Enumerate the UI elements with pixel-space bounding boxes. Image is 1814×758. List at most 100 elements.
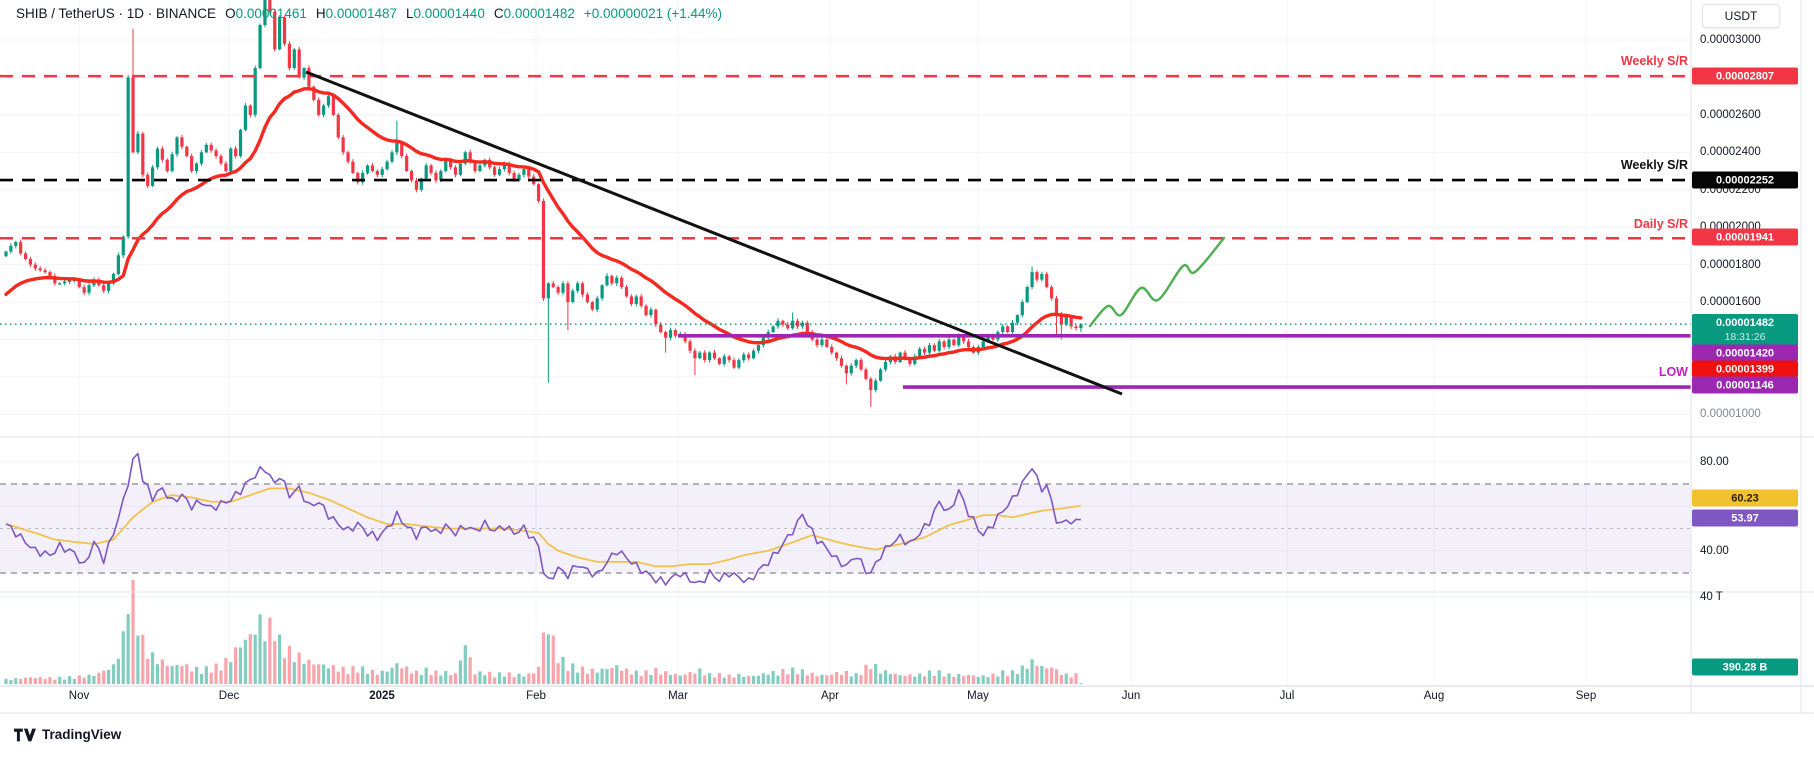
candle-body xyxy=(673,330,677,336)
candle-body xyxy=(712,352,717,359)
price-scale-tick[interactable]: 0.00002400 xyxy=(1700,146,1761,159)
rsi-scale-tick[interactable]: 80.00 xyxy=(1700,455,1729,468)
volume-bar xyxy=(478,671,482,684)
ohlc-value: C0.00001482 xyxy=(493,6,575,21)
time-axis-label[interactable]: Jul xyxy=(1279,690,1295,702)
candle-body xyxy=(561,283,565,293)
volume-bar xyxy=(571,663,575,684)
volume-bar xyxy=(532,673,536,684)
candle-body xyxy=(615,277,619,284)
time-axis-label[interactable]: Mar xyxy=(668,690,688,702)
volume-bar xyxy=(77,675,81,684)
candle-body xyxy=(859,360,863,370)
tradingview-logo[interactable]: TradingView xyxy=(14,727,121,742)
time-axis-label[interactable]: Nov xyxy=(68,690,90,702)
volume-bar xyxy=(180,666,184,684)
volume-bar xyxy=(864,664,868,684)
volume-bar xyxy=(87,674,91,684)
volume-bar xyxy=(786,674,790,684)
candle-body xyxy=(541,200,546,299)
price-scale-tick[interactable]: 0.00001800 xyxy=(1700,258,1761,271)
volume-bar xyxy=(273,641,277,684)
volume-bar xyxy=(849,676,853,684)
volume-bar xyxy=(1045,668,1049,684)
candle-body xyxy=(1069,317,1073,327)
volume-bar xyxy=(629,674,634,684)
candle-body xyxy=(571,290,575,303)
volume-bar xyxy=(58,676,62,684)
candle-body xyxy=(820,339,824,346)
volume-bar xyxy=(439,675,443,684)
rsi-scale-tick[interactable]: 40.00 xyxy=(1700,544,1729,557)
volume-bar xyxy=(204,666,208,684)
volume-bar xyxy=(1010,670,1015,684)
price-scale-tick[interactable]: 0.00003000 xyxy=(1700,34,1761,46)
time-axis-label[interactable]: Sep xyxy=(1575,690,1597,702)
volume-bar xyxy=(595,672,599,684)
candle-body xyxy=(292,49,296,69)
candle-body xyxy=(781,320,785,325)
time-axis-label[interactable]: May xyxy=(967,690,989,702)
candle-body xyxy=(737,360,741,368)
time-axis-label[interactable]: Apr xyxy=(821,690,839,702)
volume-bar xyxy=(1020,665,1024,684)
volume-bar xyxy=(688,672,692,684)
volume-bar xyxy=(1035,666,1039,684)
volume-bar xyxy=(419,674,423,684)
ohlc-value: L0.00001440 xyxy=(405,6,485,21)
price-scale-tick[interactable]: 0.00002600 xyxy=(1700,108,1761,121)
time-axis-label[interactable]: Jun xyxy=(1121,690,1141,702)
change-readout: +0.00000021 (+1.44%) xyxy=(583,6,723,21)
candle-body xyxy=(199,152,204,164)
volume-bar xyxy=(400,668,404,684)
volume-bar xyxy=(19,678,23,684)
volume-bar xyxy=(962,676,966,684)
volume-bar xyxy=(620,670,624,684)
countdown-timer: 18:31:26 xyxy=(1724,331,1766,343)
currency-toggle[interactable]: USDT xyxy=(1702,4,1780,28)
volume-bar xyxy=(365,673,370,684)
volume-bar xyxy=(1015,674,1020,684)
candle-body xyxy=(341,137,345,153)
candle-body xyxy=(160,148,164,160)
candle-body xyxy=(268,0,272,12)
volume-bar xyxy=(414,670,419,684)
volume-scale-tick[interactable]: 40 T xyxy=(1700,590,1723,603)
price-scale-tick[interactable]: 0.00001000 xyxy=(1700,408,1761,421)
volume-bar xyxy=(331,665,335,684)
volume-bar xyxy=(751,675,756,684)
symbol-title[interactable]: SHIB / TetherUS · 1D · BINANCE xyxy=(16,6,217,21)
candle-body xyxy=(58,283,62,285)
tradingview-logo-text: TradingView xyxy=(42,727,122,742)
volume-bar xyxy=(654,667,658,684)
candle-body xyxy=(370,165,375,172)
volume-bar xyxy=(131,580,135,684)
volume-bar xyxy=(92,676,96,684)
candle-body xyxy=(536,184,541,201)
candle-body xyxy=(258,25,262,69)
volume-bar xyxy=(160,659,164,684)
volume-bar xyxy=(9,680,13,684)
volume-bar xyxy=(63,679,67,684)
volume-bar xyxy=(791,667,795,684)
volume-bar xyxy=(453,673,458,684)
tradingview-logo-icon xyxy=(14,728,36,741)
time-axis-label[interactable]: 2025 xyxy=(369,690,395,702)
time-axis-label[interactable]: Feb xyxy=(526,690,546,702)
candle-body xyxy=(703,352,707,361)
candle-body xyxy=(219,156,223,164)
candle-body xyxy=(331,96,335,115)
candle-body xyxy=(424,165,428,179)
volume-bar xyxy=(878,673,883,684)
volume-bar xyxy=(673,673,677,684)
time-axis-label[interactable]: Aug xyxy=(1423,690,1445,702)
volume-bar xyxy=(370,669,375,684)
price-scale-tick[interactable]: 0.00001600 xyxy=(1700,296,1761,309)
time-axis-label[interactable]: Dec xyxy=(218,690,240,702)
volume-bar xyxy=(468,657,472,684)
volume-bar xyxy=(444,671,448,684)
volume-bar xyxy=(190,671,194,684)
candle-body xyxy=(449,159,453,168)
